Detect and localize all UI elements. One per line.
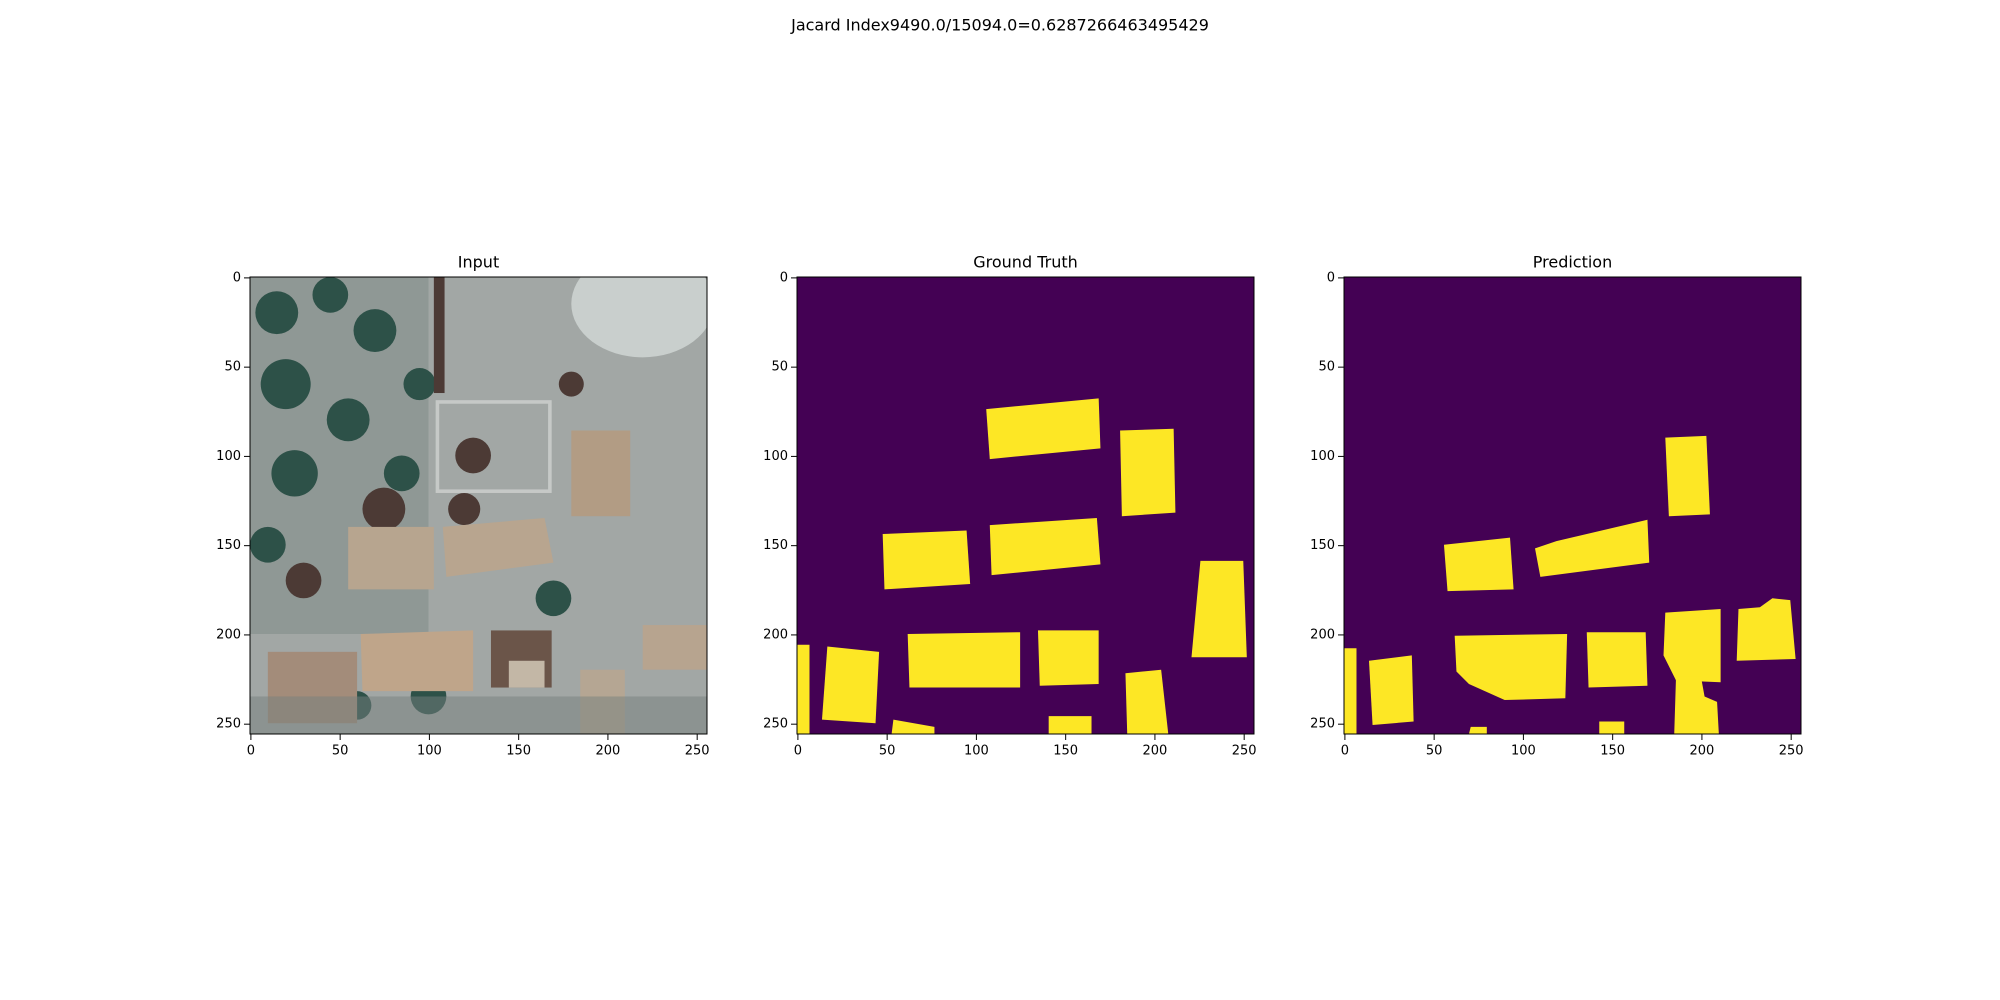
- y-tick-label: 250: [216, 717, 241, 732]
- axes-frame: [249, 276, 708, 735]
- y-tick-label: 150: [763, 538, 788, 553]
- x-tick-label: 50: [879, 744, 896, 759]
- axes-title: Prediction: [1533, 253, 1612, 272]
- y-tick-label: 50: [224, 360, 241, 375]
- x-tick-label: 200: [596, 744, 621, 759]
- figure-title: Jacard Index9490.0/15094.0=0.62872664634…: [790, 16, 1209, 35]
- x-tick-label: 50: [332, 744, 349, 759]
- axes-frame: [1343, 276, 1802, 735]
- x-tick-label: 0: [1341, 744, 1349, 759]
- y-tick-label: 100: [216, 449, 241, 464]
- x-tick-label: 50: [1426, 744, 1443, 759]
- y-tick-label: 0: [233, 270, 241, 285]
- axes-frame: [796, 276, 1255, 735]
- y-tick-label: 0: [1327, 270, 1335, 285]
- y-tick-label: 150: [216, 538, 241, 553]
- y-tick-label: 200: [216, 627, 241, 642]
- y-tick-label: 100: [1310, 449, 1335, 464]
- x-tick-label: 100: [964, 744, 989, 759]
- x-tick-label: 0: [247, 744, 255, 759]
- x-tick-label: 250: [1232, 744, 1257, 759]
- x-tick-label: 150: [1600, 744, 1625, 759]
- ground-truth-mask: [797, 277, 1254, 734]
- y-tick-label: 200: [763, 627, 788, 642]
- input-image: [250, 277, 707, 734]
- prediction-mask: [1344, 277, 1801, 734]
- y-tick-label: 150: [1310, 538, 1335, 553]
- y-tick-label: 250: [763, 717, 788, 732]
- y-tick-label: 100: [763, 449, 788, 464]
- x-tick-label: 250: [1779, 744, 1804, 759]
- y-tick-label: 50: [1318, 360, 1335, 375]
- x-tick-label: 200: [1143, 744, 1168, 759]
- x-tick-label: 100: [1511, 744, 1536, 759]
- axes-title: Ground Truth: [973, 253, 1078, 272]
- x-tick-label: 200: [1690, 744, 1715, 759]
- y-tick-label: 200: [1310, 627, 1335, 642]
- x-tick-label: 0: [794, 744, 802, 759]
- x-tick-label: 100: [417, 744, 442, 759]
- y-tick-label: 50: [771, 360, 788, 375]
- x-tick-label: 150: [1053, 744, 1078, 759]
- x-tick-label: 250: [685, 744, 710, 759]
- axes-title: Input: [458, 253, 499, 272]
- x-tick-label: 150: [506, 744, 531, 759]
- y-tick-label: 250: [1310, 717, 1335, 732]
- y-tick-label: 0: [780, 270, 788, 285]
